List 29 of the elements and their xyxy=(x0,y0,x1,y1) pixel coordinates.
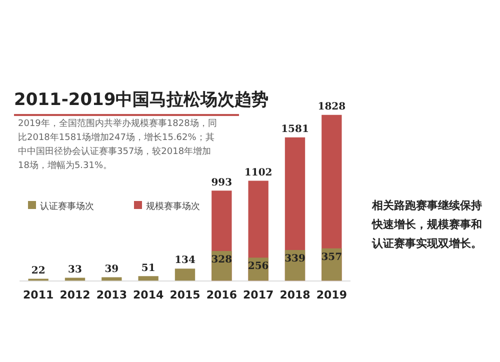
x-tick-label: 2018 xyxy=(280,288,310,302)
data-label: 1581 xyxy=(281,124,309,135)
x-tick-label: 2019 xyxy=(316,288,347,302)
x-tick-label: 2016 xyxy=(206,288,238,302)
data-label: 328 xyxy=(211,254,232,266)
data-label: 1102 xyxy=(244,167,272,178)
text: 2019年，全国范围内共举办规模赛事1828场，同比2018年1581场增加247场，增长15.62%；其中中国田径协会认证赛事357场，较2018年增加18场，增幅为5.31%。 xyxy=(18,118,218,173)
data-label: 993 xyxy=(211,177,232,188)
bar xyxy=(174,268,196,281)
x-tick-label: 2012 xyxy=(60,288,90,302)
data-label: 339 xyxy=(284,254,306,265)
bar xyxy=(138,276,158,281)
x-tick-label: 2011 xyxy=(23,288,54,302)
data-label: 33 xyxy=(68,264,82,276)
text: 相关路跑赛事继续保持快速增长，规模赛事和认证赛事实现双增长。 xyxy=(372,198,483,252)
data-label: 357 xyxy=(321,252,342,263)
x-tick-label: 2014 xyxy=(133,288,164,302)
data-label: 256 xyxy=(248,261,269,272)
x-tick-label: 2015 xyxy=(170,288,200,302)
chart-title: 2011-2019中国马拉松场次趋势 xyxy=(14,89,269,112)
legend-label: 规模赛事场次 xyxy=(145,200,200,213)
legend-label: 认证赛事场次 xyxy=(39,200,94,213)
x-tick-label: 2017 xyxy=(243,288,274,302)
data-label: 1828 xyxy=(318,102,346,112)
data-label: 51 xyxy=(141,262,156,274)
data-label: 22 xyxy=(31,265,46,276)
data-label: 39 xyxy=(104,264,119,275)
x-tick-label: 2013 xyxy=(96,288,127,302)
data-label: 134 xyxy=(174,255,196,266)
